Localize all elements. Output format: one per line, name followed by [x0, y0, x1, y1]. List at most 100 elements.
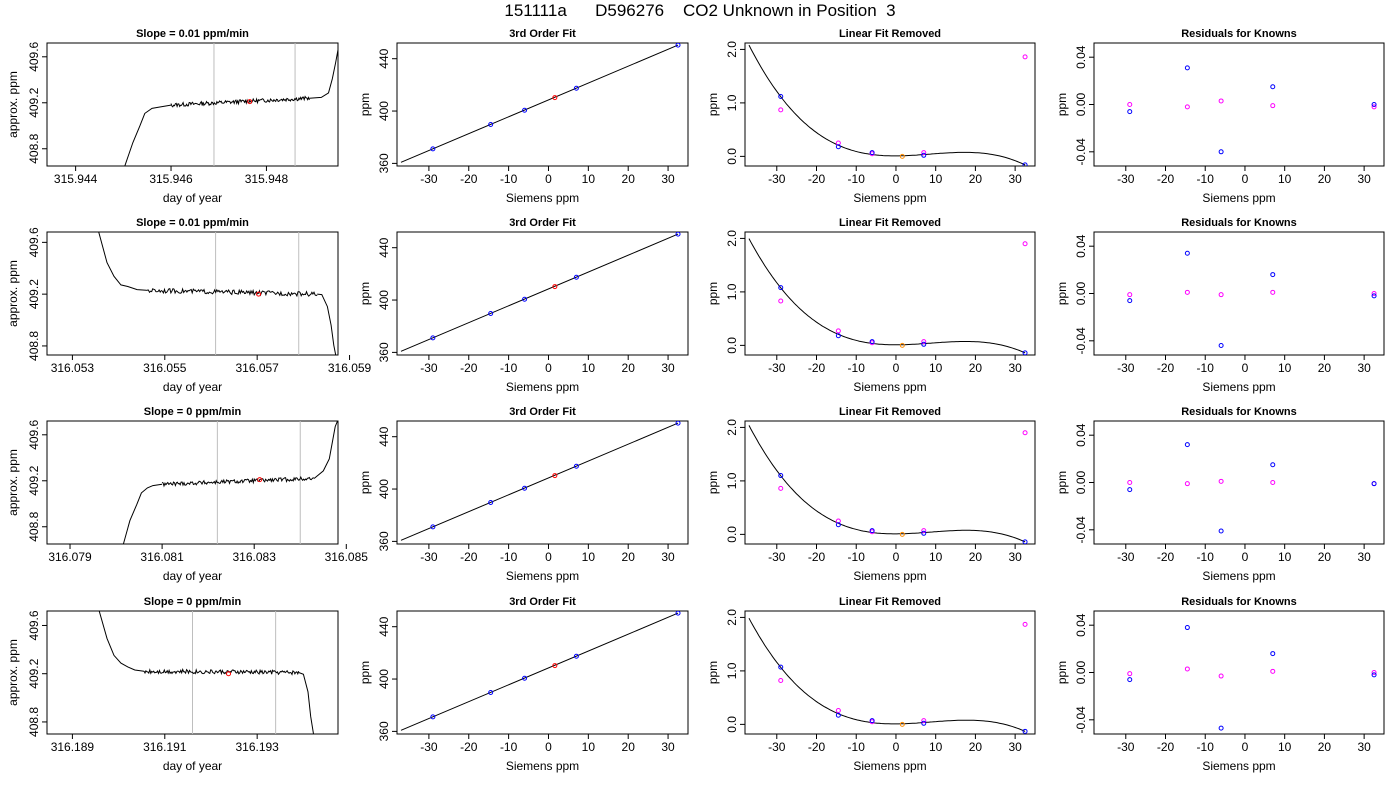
x-tick-label: 0 — [545, 361, 552, 375]
x-tick-label: 0 — [1242, 172, 1249, 186]
x-tick-label: 30 — [1357, 740, 1371, 754]
data-trace — [98, 611, 145, 672]
plot-area — [1127, 65, 1377, 155]
standard-point — [1270, 272, 1276, 278]
standard-point — [1218, 528, 1224, 534]
y-tick-label: 409.2 — [27, 658, 41, 688]
x-tick-label: 30 — [1008, 740, 1022, 754]
x-tick-label: -30 — [1117, 550, 1135, 564]
y-tick-label: 0.04 — [1074, 423, 1088, 447]
y-tick-label: 1.0 — [725, 662, 739, 679]
x-tick-label: 10 — [1278, 361, 1292, 375]
standard-point — [573, 85, 579, 91]
y-tick-label: -0.04 — [1074, 706, 1088, 734]
standard-point — [1127, 487, 1133, 493]
plot-area — [748, 617, 1028, 734]
reference-point — [835, 707, 841, 713]
unknown-sample-point — [552, 663, 558, 669]
x-tick-label: 30 — [1357, 550, 1371, 564]
plot-frame — [744, 610, 1036, 735]
standard-point — [921, 341, 927, 347]
reference-point — [921, 150, 927, 156]
fit-line — [400, 422, 679, 541]
x-tick-label: -30 — [768, 172, 786, 186]
standard-point — [675, 43, 681, 48]
x-tick-label: -10 — [500, 172, 518, 186]
data-trace — [313, 421, 338, 479]
x-tick-label: -30 — [420, 361, 438, 375]
reference-point — [1022, 54, 1028, 60]
standard-point — [778, 93, 784, 99]
standard-point — [1127, 677, 1133, 683]
y-tick-label: 409.2 — [27, 465, 41, 495]
y-tick-label: 0.00 — [1074, 281, 1088, 305]
plot-area — [122, 421, 338, 544]
y-axis-label: ppm — [706, 282, 720, 305]
reference-point — [921, 339, 927, 345]
x-tick-label: -30 — [1117, 740, 1135, 754]
standard-point — [488, 500, 494, 506]
unknown-sample-point — [552, 95, 558, 101]
reference-point — [1184, 289, 1190, 295]
x-tick-label: 0 — [893, 172, 900, 186]
standard-point — [1184, 625, 1190, 631]
standard-point — [430, 335, 436, 341]
x-axis-label: Siemens ppm — [853, 759, 926, 773]
plot-area — [98, 232, 337, 355]
plot-area — [400, 43, 681, 163]
plot-area — [1127, 250, 1377, 349]
x-tick-label: 10 — [1278, 740, 1292, 754]
reference-point — [1270, 289, 1276, 295]
x-axis-label: Siemens ppm — [1202, 380, 1275, 394]
plot-panel: 3rd Order Fit -30 -20 -10 0 10 20 30 360 400 440 Si… — [358, 406, 689, 583]
y-tick-label: 1.0 — [725, 94, 739, 111]
standard-point — [869, 528, 875, 534]
standard-point — [522, 675, 528, 681]
reference-point — [1270, 480, 1276, 485]
y-tick-label: 2.0 — [725, 419, 739, 436]
x-tick-label: 30 — [1357, 361, 1371, 375]
x-tick-label: 10 — [582, 740, 596, 754]
standard-point — [835, 144, 841, 150]
y-tick-label: 2.0 — [725, 609, 739, 626]
unknown-sample-point — [257, 477, 263, 483]
unknown-sample-point — [552, 473, 558, 479]
x-tick-label: 316.057 — [235, 361, 279, 375]
x-tick-label: 0 — [1242, 361, 1249, 375]
standard-point — [869, 150, 875, 156]
y-tick-label: 400 — [377, 290, 391, 310]
y-tick-label: 360 — [377, 531, 391, 551]
standard-point — [921, 530, 927, 536]
unknown-sample-point — [899, 342, 905, 348]
x-axis-label: Siemens ppm — [506, 380, 579, 394]
standard-point — [921, 720, 927, 726]
y-tick-label: 360 — [377, 721, 391, 741]
plot-panel: 3rd Order Fit -30 -20 -10 0 10 20 30 360 400 440 Si… — [358, 28, 689, 205]
standard-point — [488, 311, 494, 317]
reference-point — [1371, 104, 1377, 110]
y-axis-label: ppm — [358, 93, 372, 116]
x-tick-label: -20 — [808, 361, 826, 375]
standard-point — [1218, 725, 1224, 731]
y-axis-label: ppm — [1055, 661, 1069, 684]
standard-point — [430, 146, 436, 152]
plot-frame — [396, 420, 689, 545]
standard-point — [1270, 462, 1276, 468]
plot-title: Linear Fit Removed — [839, 406, 941, 418]
standard-point — [1022, 350, 1028, 355]
x-tick-label: 316.053 — [51, 361, 95, 375]
unknown-sample-point — [899, 153, 905, 159]
fit-line — [400, 233, 679, 352]
y-tick-label: 440 — [377, 48, 391, 68]
y-axis-label: ppm — [1055, 93, 1069, 116]
y-tick-label: -0.04 — [1074, 516, 1088, 544]
x-tick-label: 10 — [1278, 550, 1292, 564]
x-tick-label: 20 — [622, 550, 636, 564]
standard-point — [430, 524, 436, 530]
x-tick-label: 20 — [1318, 740, 1332, 754]
x-tick-label: -10 — [500, 740, 518, 754]
reference-point — [1184, 481, 1190, 487]
unknown-sample-point — [899, 721, 905, 727]
standard-point — [1371, 102, 1377, 107]
y-tick-label: 0.04 — [1074, 613, 1088, 637]
